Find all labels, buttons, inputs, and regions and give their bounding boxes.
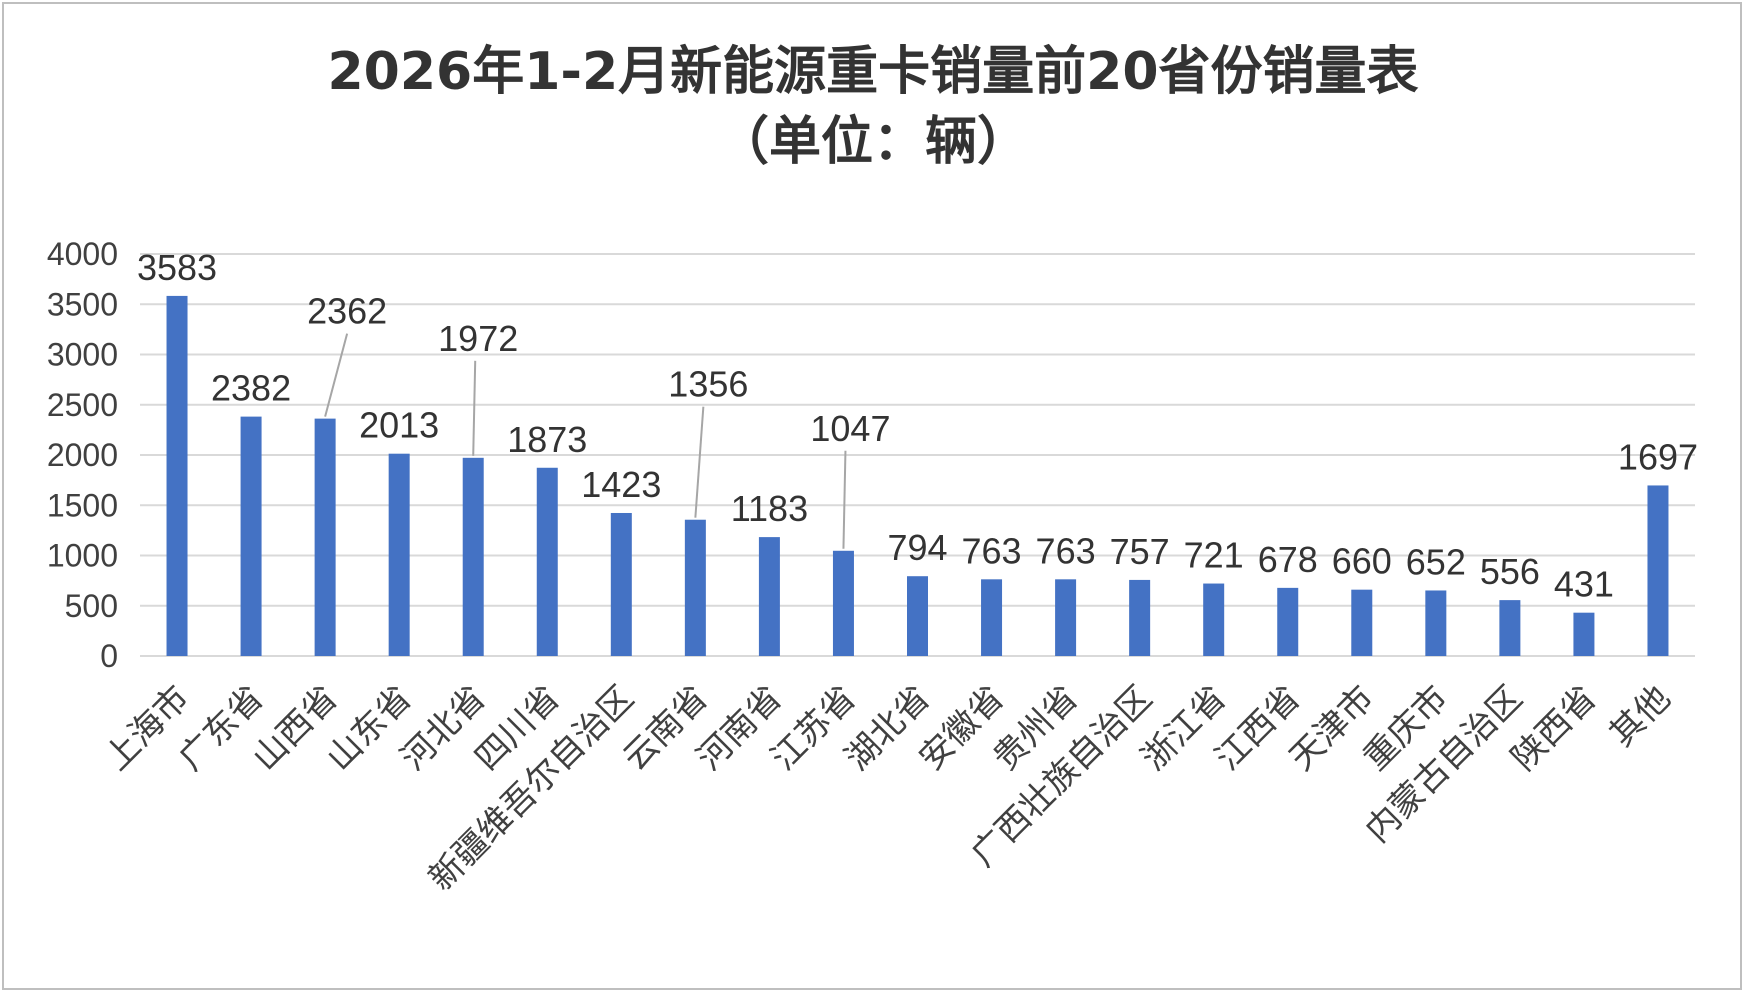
category-label: 云南省 (615, 678, 715, 778)
data-label: 2362 (307, 291, 387, 332)
bar (1055, 579, 1077, 656)
bar (1425, 590, 1447, 656)
category-label: 江西省 (1208, 678, 1308, 778)
bar (166, 295, 188, 656)
y-tick-label: 2000 (47, 437, 118, 473)
bar (462, 457, 484, 656)
bar (314, 418, 336, 656)
category-label: 浙江省 (1134, 678, 1234, 778)
data-label: 678 (1258, 539, 1318, 580)
bar (981, 579, 1003, 656)
data-label: 794 (887, 527, 947, 568)
bar (1647, 485, 1669, 656)
leader-line (472, 360, 477, 456)
y-tick-label: 500 (65, 588, 118, 624)
data-label: 1873 (507, 419, 587, 460)
data-label: 1972 (438, 318, 518, 359)
data-label: 1423 (581, 464, 661, 505)
y-axis-ticks: 0 500 1000 1500 2000 2500 3000 3500 4000 (47, 236, 118, 674)
y-tick-label: 1500 (47, 487, 118, 523)
category-label: 其他 (1602, 678, 1678, 754)
data-label: 1356 (668, 364, 748, 405)
category-label: 山东省 (319, 678, 419, 778)
leader-line (324, 333, 349, 417)
bars (166, 295, 1669, 656)
bar (1129, 579, 1151, 656)
bar (1351, 589, 1373, 656)
category-label: 陕西省 (1504, 678, 1604, 778)
data-label: 763 (962, 530, 1022, 571)
y-tick-label: 0 (100, 638, 118, 674)
data-label: 431 (1554, 564, 1614, 605)
y-tick-label: 2500 (47, 387, 118, 423)
data-label: 652 (1406, 541, 1466, 582)
bar (832, 550, 854, 656)
leader-line (842, 450, 847, 549)
bar (684, 519, 706, 656)
chart-subtitle: （单位：辆） (716, 112, 1029, 172)
bar (1573, 612, 1595, 656)
data-label: 2013 (359, 405, 439, 446)
data-label: 763 (1036, 530, 1096, 571)
category-label: 河南省 (689, 678, 789, 778)
category-label: 上海市 (97, 678, 197, 778)
bar (536, 467, 558, 656)
data-label: 660 (1332, 541, 1392, 582)
category-label: 安徽省 (912, 678, 1012, 778)
category-labels: 上海市广东省山西省山东省河北省四川省新疆维吾尔自治区云南省河南省江苏省湖北省安徽… (97, 678, 1678, 899)
category-label: 河北省 (393, 678, 493, 778)
bar (388, 453, 410, 656)
bar (610, 512, 632, 656)
chart-title: 2026年1-2月新能源重卡销量前20省份销量表 (327, 42, 1419, 102)
data-label: 757 (1110, 531, 1170, 572)
category-label: 山西省 (245, 678, 345, 778)
bar (1277, 587, 1299, 656)
y-tick-label: 3500 (47, 286, 118, 322)
bar (907, 576, 928, 656)
y-tick-label: 1000 (47, 538, 118, 574)
leader-lines (324, 333, 847, 549)
leader-line (694, 406, 705, 518)
category-label: 江苏省 (763, 678, 863, 778)
data-label: 556 (1480, 551, 1540, 592)
data-label: 2382 (211, 368, 291, 409)
bar (1499, 600, 1521, 656)
data-label: 1183 (731, 488, 808, 529)
y-tick-label: 3000 (47, 337, 118, 373)
category-label: 广东省 (171, 678, 271, 778)
data-label: 3583 (137, 247, 217, 288)
data-label: 1697 (1618, 436, 1698, 477)
bar (240, 416, 262, 656)
bar (758, 537, 780, 656)
category-label: 湖北省 (837, 678, 937, 778)
category-label: 天津市 (1282, 678, 1382, 778)
bar (1203, 583, 1225, 656)
y-tick-label: 4000 (47, 236, 118, 272)
data-label: 1047 (810, 408, 890, 449)
data-label: 721 (1184, 535, 1244, 576)
